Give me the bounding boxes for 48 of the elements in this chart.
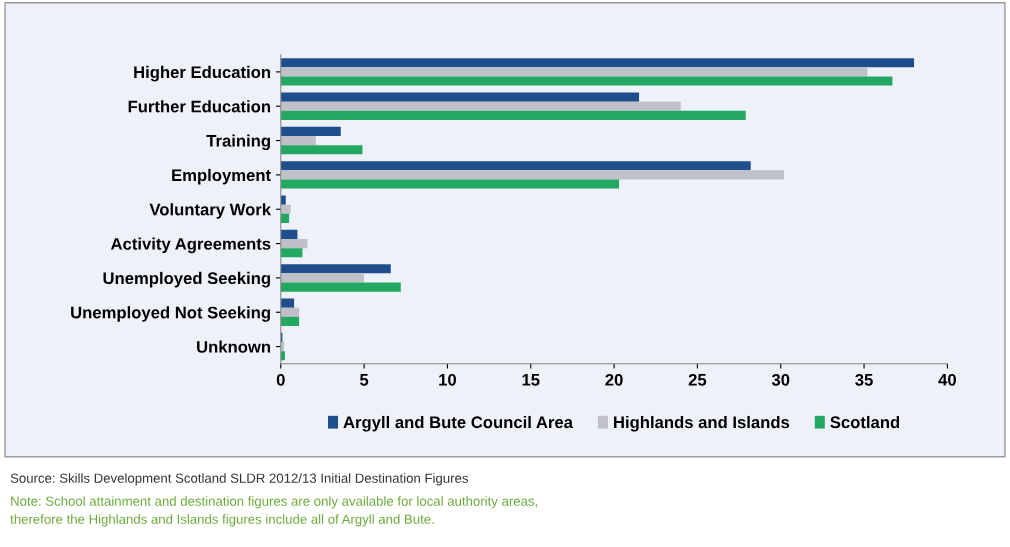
bar (280, 238, 308, 249)
bar (280, 110, 746, 120)
y-tick-label: Employment (172, 168, 271, 185)
bar (280, 135, 316, 146)
bar (280, 264, 391, 274)
y-tick-label: Further Education (128, 100, 271, 113)
bar (280, 145, 363, 155)
bar (280, 204, 291, 214)
y-tick-label: Unknown (197, 340, 271, 353)
bar (280, 76, 893, 86)
x-tick-label: 15 (522, 374, 540, 386)
bar (280, 161, 751, 171)
bar (280, 229, 298, 239)
y-tick-label: Unemployed Seeking (103, 271, 270, 288)
y-tick-label: Training (206, 134, 270, 151)
x-tick-label: 0 (276, 373, 285, 386)
bar (280, 126, 341, 136)
x-tick-label: 30 (771, 373, 790, 386)
bar (280, 213, 290, 223)
bar (280, 351, 285, 361)
y-tick-label: Voluntary Work (149, 203, 272, 219)
bar (280, 170, 785, 180)
bar (280, 316, 300, 326)
legend-label: Scotland (830, 415, 900, 429)
bar (280, 67, 868, 77)
y-tick-label: Higher Education (134, 65, 271, 82)
bar (280, 298, 295, 308)
y-tick-label: Activity Agreements (110, 237, 271, 254)
bar (280, 58, 915, 68)
legend-label: Highlands and Islands (614, 415, 790, 432)
x-tick-label: 35 (855, 373, 873, 386)
y-tick-label: Unemployed Not Seeking (71, 306, 270, 322)
x-tick-label: 25 (688, 373, 707, 386)
bar (280, 248, 303, 258)
source-note: Source: Skills Development Scotland SLDR 2012/13 Initial Destination Figures (10, 473, 468, 486)
bar (280, 273, 365, 283)
x-tick-label: 5 (359, 374, 369, 386)
bar (280, 307, 300, 317)
x-tick-label: 40 (938, 373, 956, 386)
bar (280, 195, 286, 205)
bar (280, 179, 620, 189)
x-tick-label: 20 (605, 373, 623, 386)
bar (280, 282, 401, 292)
bar (280, 92, 640, 102)
text: Note: School attainment and destination figures are only available for local authority areas, therefore the Highlands and Islands figures include all of Argyll and Bute. (10, 496, 537, 527)
legend-label: Argyll and Bute Council Area (343, 415, 574, 432)
x-tick-label: 10 (439, 373, 457, 386)
bar (280, 101, 681, 111)
